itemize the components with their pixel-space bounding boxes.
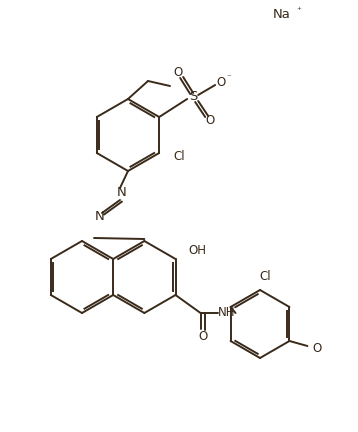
- Text: Cl: Cl: [173, 149, 185, 162]
- Text: O: O: [313, 343, 322, 356]
- Text: S: S: [189, 90, 197, 104]
- Text: O: O: [205, 114, 215, 127]
- Text: ⁺: ⁺: [297, 6, 301, 15]
- Text: N: N: [95, 210, 105, 222]
- Text: Na: Na: [273, 7, 291, 20]
- Text: O: O: [198, 330, 207, 343]
- Text: ⁻: ⁻: [227, 73, 232, 83]
- Text: O: O: [217, 76, 226, 89]
- Text: OH: OH: [189, 245, 207, 257]
- Text: N: N: [117, 187, 127, 200]
- Text: NH: NH: [218, 306, 235, 320]
- Text: Cl: Cl: [259, 270, 271, 283]
- Text: O: O: [174, 66, 183, 79]
